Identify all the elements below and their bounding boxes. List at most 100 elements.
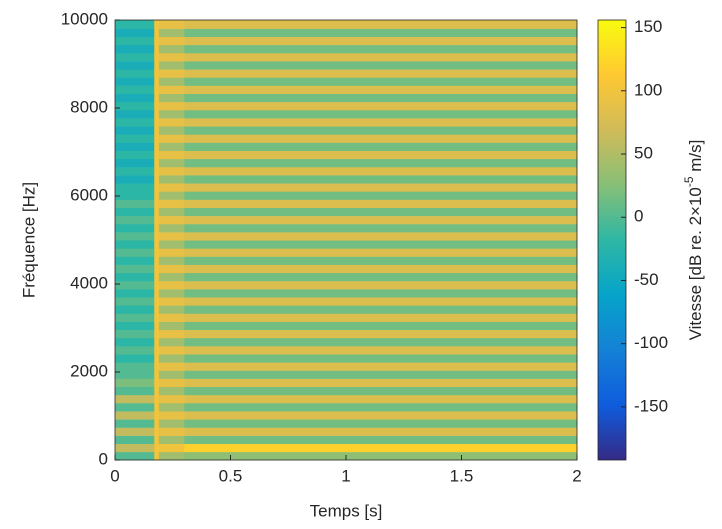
cell [184, 69, 578, 78]
cell [115, 354, 155, 363]
cell [184, 36, 578, 46]
cell [154, 175, 160, 184]
cell [115, 150, 155, 160]
cell [154, 248, 160, 257]
cell [158, 289, 185, 298]
cell [184, 386, 578, 396]
cell [115, 427, 155, 436]
cell [115, 158, 155, 168]
cell [115, 101, 155, 111]
cell [115, 61, 155, 70]
cell [154, 150, 160, 160]
cell [184, 109, 578, 119]
cell [184, 118, 578, 127]
cell [158, 150, 185, 160]
cell [115, 28, 155, 38]
cell [184, 394, 578, 404]
cell [115, 232, 155, 241]
cell [154, 362, 160, 371]
cell [154, 419, 160, 428]
cell [184, 166, 578, 176]
cell [184, 354, 578, 363]
x-tick-label: 0 [110, 466, 119, 485]
cell [184, 451, 578, 461]
cell [184, 362, 578, 371]
cell [154, 69, 160, 78]
cell [115, 199, 155, 208]
colorbar [597, 19, 627, 461]
colorbar-label: Vitesse [dB re. 2×10-5 m/s] [682, 140, 705, 341]
cell [154, 289, 160, 298]
cell [115, 451, 155, 461]
cell [154, 305, 160, 314]
cell [158, 109, 185, 119]
cell [158, 85, 185, 94]
cell [154, 451, 160, 461]
cell [158, 207, 185, 217]
cell [184, 223, 578, 233]
cell [184, 427, 578, 436]
cell [154, 443, 160, 453]
cell [158, 53, 185, 62]
cell [115, 85, 155, 94]
cell [158, 329, 185, 339]
cell [115, 118, 155, 127]
cell [184, 126, 578, 135]
cell [154, 158, 160, 168]
cell [154, 313, 160, 322]
cell [158, 175, 185, 184]
cell [115, 183, 155, 192]
cell [158, 435, 185, 445]
cell [154, 191, 160, 200]
cell [158, 394, 185, 404]
cell [154, 272, 160, 282]
cell [115, 321, 155, 331]
cell [158, 256, 185, 265]
cell [154, 36, 160, 46]
cell [154, 403, 160, 412]
y-tick-label: 10000 [61, 9, 108, 28]
cell [158, 337, 185, 347]
cell [184, 150, 578, 160]
cell [154, 321, 160, 331]
cell [154, 370, 160, 379]
cell [115, 329, 155, 339]
cell [158, 44, 185, 54]
cell [158, 28, 185, 38]
cell [154, 118, 160, 127]
x-tick-label: 1.5 [450, 466, 474, 485]
cell [115, 69, 155, 78]
cell [115, 337, 155, 347]
cell [184, 20, 578, 29]
cell [184, 215, 578, 225]
cell [154, 346, 160, 355]
cell [115, 256, 155, 265]
cell [158, 378, 185, 388]
y-tick-label: 6000 [70, 185, 108, 204]
cell [154, 207, 160, 217]
cell [115, 411, 155, 420]
cell [115, 126, 155, 135]
cell [184, 240, 578, 249]
cell [184, 264, 578, 274]
cell [184, 134, 578, 143]
cell [154, 166, 160, 176]
cell [184, 403, 578, 412]
label-part: Vitesse [dB re. 2×10 [686, 187, 705, 340]
cell [115, 264, 155, 274]
cell [154, 126, 160, 135]
cell [115, 215, 155, 225]
cell [158, 386, 185, 396]
cell [184, 297, 578, 306]
cell [115, 223, 155, 233]
cell [158, 305, 185, 314]
cell [158, 215, 185, 225]
cell [158, 240, 185, 249]
cell [115, 305, 155, 314]
cell [158, 232, 185, 241]
cell [154, 101, 160, 111]
cell [115, 109, 155, 119]
cell [158, 411, 185, 420]
cell [115, 386, 155, 396]
cell [184, 44, 578, 54]
